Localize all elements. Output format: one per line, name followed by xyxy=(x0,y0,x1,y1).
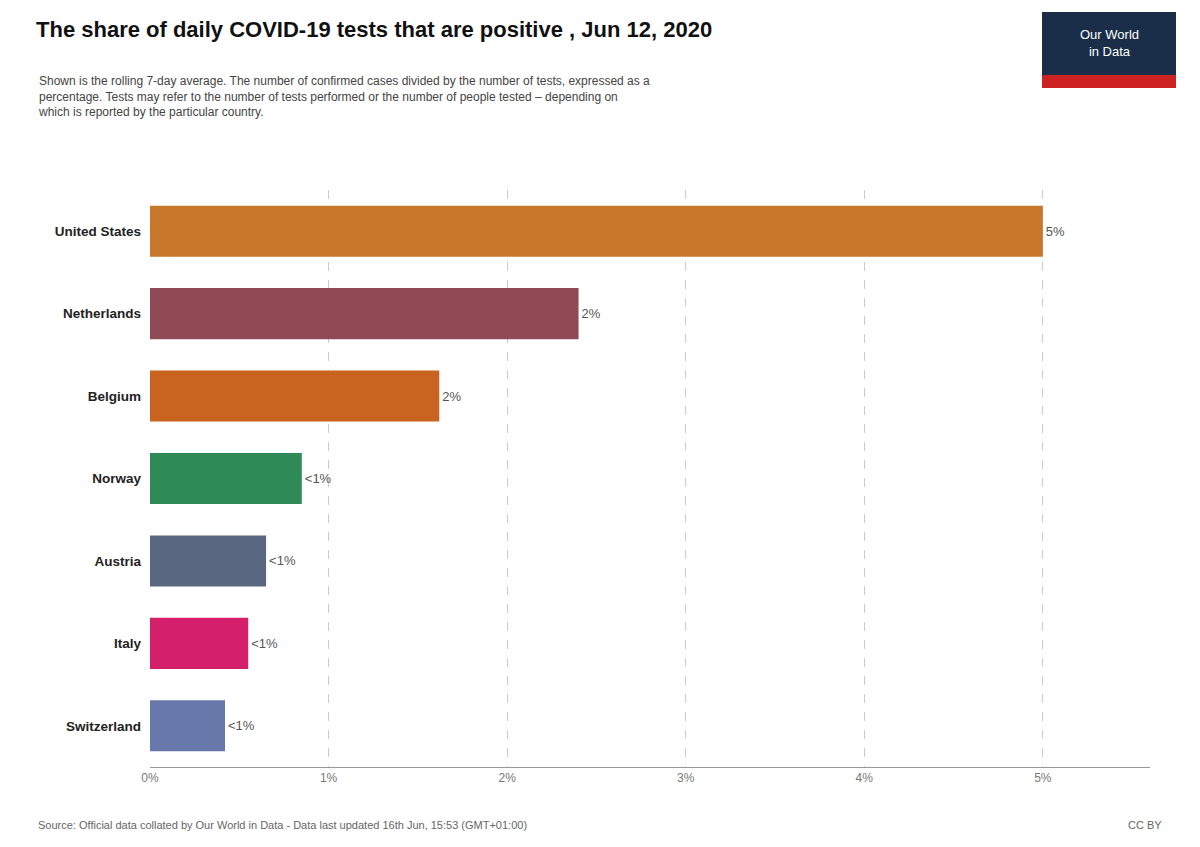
svg-text:2%: 2% xyxy=(498,771,516,785)
svg-text:Netherlands: Netherlands xyxy=(63,306,141,321)
svg-text:3%: 3% xyxy=(677,771,695,785)
svg-text:<1%: <1% xyxy=(269,553,296,568)
svg-text:Belgium: Belgium xyxy=(88,389,141,404)
svg-text:Switzerland: Switzerland xyxy=(66,719,141,734)
svg-text:CC BY: CC BY xyxy=(1128,819,1162,831)
svg-text:0%: 0% xyxy=(141,771,159,785)
svg-text:<1%: <1% xyxy=(305,471,332,486)
svg-text:5%: 5% xyxy=(1046,224,1065,239)
svg-text:4%: 4% xyxy=(856,771,874,785)
svg-text:Austria: Austria xyxy=(94,554,141,569)
svg-text:<1%: <1% xyxy=(251,636,278,651)
svg-text:Source: Official data collated: Source: Official data collated by Our Wo… xyxy=(38,819,527,831)
svg-text:5%: 5% xyxy=(1034,771,1052,785)
svg-text:United States: United States xyxy=(55,224,141,239)
svg-text:1%: 1% xyxy=(320,771,338,785)
svg-text:2%: 2% xyxy=(582,306,601,321)
svg-text:Norway: Norway xyxy=(92,471,141,486)
svg-text:<1%: <1% xyxy=(228,718,255,733)
svg-text:Italy: Italy xyxy=(114,636,142,651)
svg-text:Shown is the rolling 7-day ave: Shown is the rolling 7-day average. The … xyxy=(38,74,650,119)
svg-text:Our Worldin Data: Our Worldin Data xyxy=(1080,27,1139,59)
svg-text:2%: 2% xyxy=(442,389,461,404)
svg-text:The share of daily COVID-19 te: The share of daily COVID-19 tests that a… xyxy=(36,17,712,42)
